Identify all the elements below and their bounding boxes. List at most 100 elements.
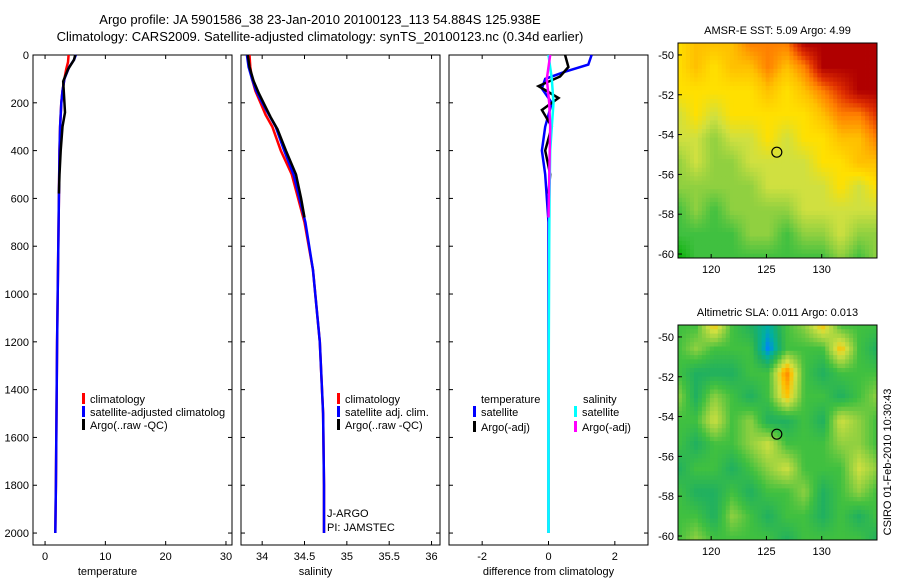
heatmap-cell xyxy=(797,124,802,130)
heatmap-cell xyxy=(797,389,802,395)
heatmap-cell xyxy=(685,86,691,91)
heatmap-cell xyxy=(805,342,810,347)
heatmap-cell xyxy=(857,428,862,433)
heatmap-cell xyxy=(713,193,719,199)
heatmap-cell xyxy=(873,68,878,74)
heatmap-cell xyxy=(753,64,758,70)
heatmap-cell xyxy=(757,441,762,446)
heatmap-cell xyxy=(841,47,846,52)
heatmap-cell xyxy=(689,81,695,87)
heatmap-cell xyxy=(745,501,751,506)
heatmap-cell xyxy=(813,184,818,190)
heatmap-cell xyxy=(793,445,798,451)
heatmap-cell xyxy=(725,497,731,502)
heatmap-cell xyxy=(769,180,774,186)
heatmap-cell xyxy=(705,514,711,519)
heatmap-cell xyxy=(745,180,751,186)
heatmap-cell xyxy=(873,189,878,194)
heatmap-cell xyxy=(697,215,703,220)
heatmap-cell xyxy=(685,163,691,169)
heatmap-cell xyxy=(757,415,762,420)
heatmap-cell xyxy=(805,137,810,143)
heatmap-cell xyxy=(737,202,743,207)
heatmap-cell xyxy=(701,159,707,164)
heatmap-cell xyxy=(821,479,826,485)
heatmap-cell xyxy=(709,150,715,156)
heatmap-cell xyxy=(709,227,715,233)
heatmap-cell xyxy=(701,116,707,121)
heatmap-cell xyxy=(809,146,814,151)
heatmap-cell xyxy=(705,150,711,156)
heatmap-cell xyxy=(797,103,802,108)
heatmap-cell xyxy=(849,223,854,229)
legend-swatch xyxy=(574,406,577,417)
heatmap-cell xyxy=(765,376,770,382)
heatmap-cell xyxy=(781,68,786,74)
heatmap-cell xyxy=(837,103,842,108)
heatmap-cell xyxy=(773,346,778,352)
heatmap-cell xyxy=(729,245,735,250)
heatmap-cell xyxy=(681,350,687,356)
heatmap-cell xyxy=(729,189,735,194)
heatmap-cell xyxy=(757,249,762,255)
heatmap-cell xyxy=(833,137,838,143)
heatmap-cell xyxy=(725,445,731,451)
heatmap-cell xyxy=(729,380,735,386)
heatmap-cell xyxy=(713,415,719,420)
heatmap-cell xyxy=(833,146,838,151)
heatmap-cell xyxy=(753,380,758,386)
heatmap-cell xyxy=(725,240,731,246)
heatmap-cell xyxy=(869,359,874,365)
heatmap-cell xyxy=(761,458,766,463)
heatmap-cell xyxy=(705,505,711,511)
heatmap-cell xyxy=(845,77,850,83)
heatmap-cell xyxy=(678,240,683,246)
heatmap-cell xyxy=(737,193,743,199)
heatmap-cell xyxy=(709,90,715,95)
heatmap-cell xyxy=(737,206,743,212)
heatmap-cell xyxy=(789,428,794,433)
heatmap-cell xyxy=(841,146,846,151)
heatmap-cell xyxy=(829,184,834,190)
heatmap-cell xyxy=(873,337,878,343)
heatmap-cell xyxy=(821,363,826,369)
heatmap-cell xyxy=(777,376,782,382)
heatmap-cell xyxy=(745,111,751,117)
heatmap-cell xyxy=(757,210,762,216)
heatmap-cell xyxy=(833,497,838,502)
heatmap-cell xyxy=(829,411,834,416)
heatmap-cell xyxy=(678,43,683,48)
heatmap-cell xyxy=(737,509,743,515)
heatmap-cell xyxy=(793,346,798,352)
heatmap-cell xyxy=(765,406,770,412)
heatmap-cell xyxy=(709,402,715,408)
heatmap-cell xyxy=(853,355,858,360)
heatmap-cell xyxy=(825,471,830,476)
heatmap-cell xyxy=(873,415,878,420)
heatmap-cell xyxy=(805,86,810,91)
heatmap-cell xyxy=(829,329,834,334)
heatmap-cell xyxy=(765,60,770,65)
heatmap-cell xyxy=(789,325,794,330)
heatmap-cell xyxy=(717,141,723,147)
heatmap-cell xyxy=(793,73,798,78)
heatmap-cell xyxy=(825,245,830,250)
heatmap-cell xyxy=(785,385,790,390)
heatmap-cell xyxy=(761,167,766,173)
heatmap-cell xyxy=(685,77,691,83)
heatmap-cell xyxy=(717,458,723,463)
heatmap-cell xyxy=(737,68,743,74)
heatmap-cell xyxy=(777,402,782,408)
heatmap-cell xyxy=(729,346,735,352)
heatmap-cell xyxy=(801,484,806,489)
heatmap-cell xyxy=(678,236,683,242)
heatmap-cell xyxy=(749,441,755,446)
heatmap-cell xyxy=(769,236,774,242)
heatmap-cell xyxy=(841,462,846,468)
heatmap-cell xyxy=(729,501,735,506)
heatmap-cell xyxy=(693,411,699,416)
heatmap-cell xyxy=(785,355,790,360)
heatmap-cell xyxy=(801,197,806,203)
heatmap-cell xyxy=(689,419,695,425)
heatmap-cell xyxy=(753,206,758,212)
